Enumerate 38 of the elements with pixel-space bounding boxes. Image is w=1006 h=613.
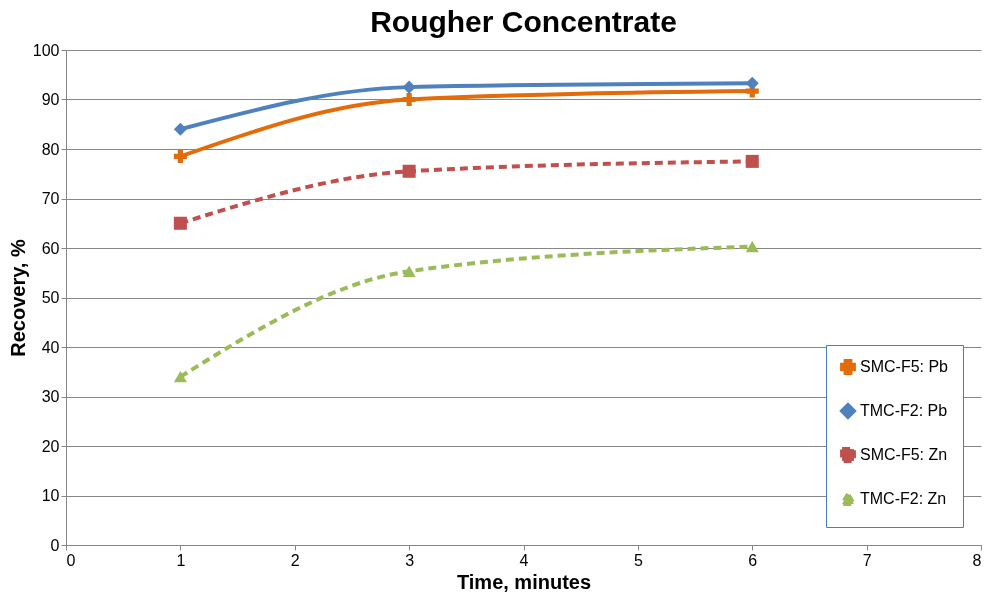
x-axis-title: Time, minutes [456, 570, 592, 593]
x-tick-label: 3 [405, 551, 415, 569]
point [402, 265, 416, 277]
chart-title: Rougher Concentrate [370, 5, 677, 38]
legend-label: TMC-F2: Pb [860, 402, 948, 419]
y-tick-label: 30 [41, 388, 60, 405]
point [745, 154, 759, 168]
x-tick-label: 2 [290, 551, 300, 569]
legend-label: SMC-F5: Zn [860, 446, 948, 463]
y-tick-label: 40 [41, 338, 60, 356]
point [402, 164, 416, 178]
point [173, 149, 187, 163]
y-tick-label: 0 [50, 536, 60, 554]
y-tick-label: 50 [41, 289, 60, 306]
y-tick-label: 90 [41, 91, 60, 108]
point [173, 216, 187, 230]
point [402, 80, 416, 94]
x-tick-label: 5 [633, 551, 643, 569]
x-tick-label: 4 [519, 551, 529, 569]
y-axis-title: Recovery, % [6, 239, 29, 357]
y-tick-label: 100 [32, 41, 60, 59]
y-tick-label: 70 [41, 190, 60, 207]
legend-label: SMC-F5: Pb [860, 358, 949, 375]
x-tick-label: 1 [176, 551, 186, 569]
legend-label: TMC-F2: Zn [860, 490, 947, 507]
point [173, 122, 187, 136]
y-tick-label: 80 [41, 140, 60, 158]
point [745, 240, 759, 253]
x-tick-label: 8 [972, 551, 982, 569]
y-tick-label: 10 [41, 487, 60, 504]
y-tick-label: 20 [41, 437, 60, 455]
y-tick-label: 60 [41, 239, 60, 257]
x-tick-label: 0 [66, 551, 76, 569]
x-tick-label: 6 [748, 551, 758, 569]
point [745, 76, 759, 90]
point [173, 371, 187, 383]
x-tick-label: 7 [862, 551, 872, 569]
point [402, 92, 416, 107]
